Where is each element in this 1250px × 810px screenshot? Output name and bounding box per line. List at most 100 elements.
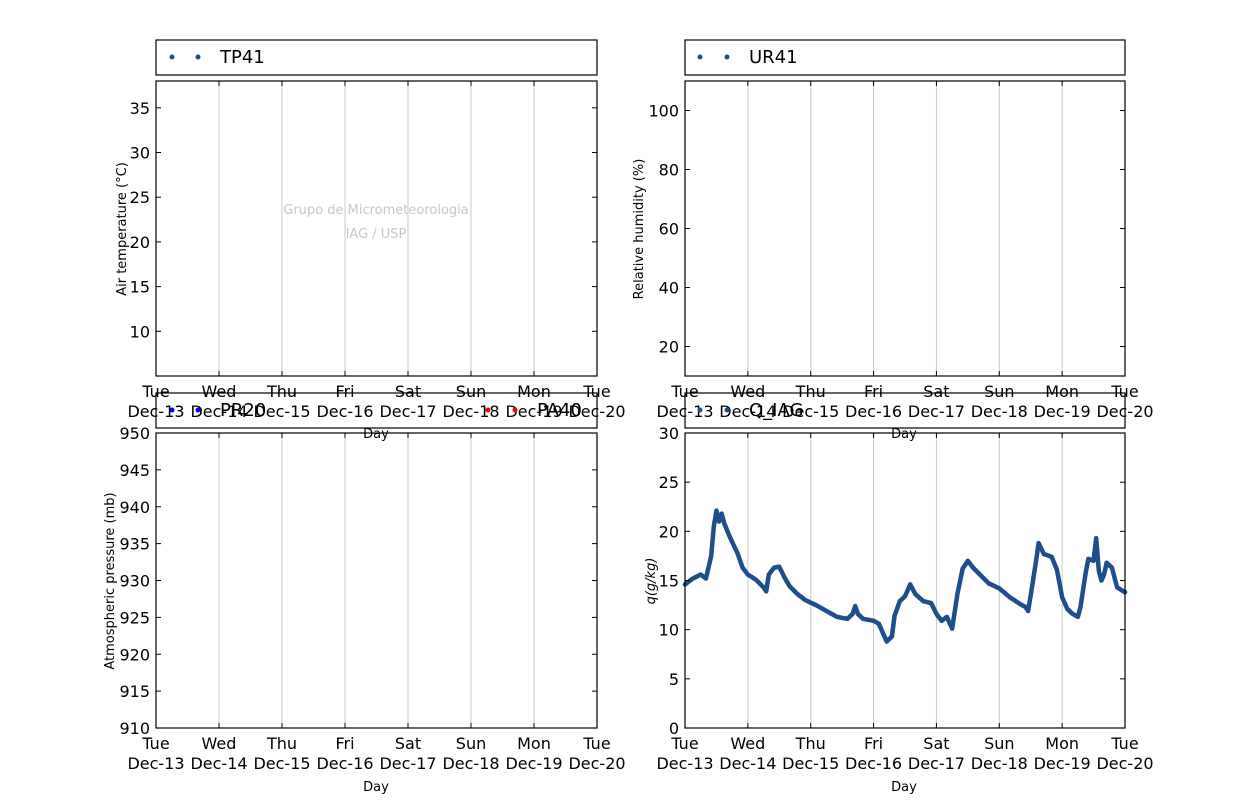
x-tick-date-label: Dec-15 xyxy=(782,402,839,421)
watermark-line-2: IAG / USP xyxy=(346,227,407,242)
x-tick-date-label: Dec-20 xyxy=(568,754,625,773)
x-tick-date-label: Dec-15 xyxy=(253,402,310,421)
y-tick-label: 20 xyxy=(659,338,679,357)
relative-humidity-x-axis-label: Day xyxy=(891,427,917,442)
relative-humidity-y-axis-label: Relative humidity (%) xyxy=(632,159,647,300)
y-tick-label: 15 xyxy=(130,278,150,297)
y-tick-label: 20 xyxy=(659,522,679,541)
y-tick-label: 40 xyxy=(659,279,679,298)
x-tick-date-label: Dec-15 xyxy=(782,754,839,773)
x-tick-date-label: Dec-13 xyxy=(127,754,184,773)
x-tick-day-label: Tue xyxy=(670,382,698,401)
x-tick-day-label: Tue xyxy=(582,734,610,753)
x-tick-day-label: Sun xyxy=(984,382,1014,401)
y-tick-label: 25 xyxy=(659,473,679,492)
x-tick-day-label: Thu xyxy=(795,734,826,753)
x-tick-day-label: Mon xyxy=(517,382,551,401)
specific-humidity-grid xyxy=(747,433,1063,728)
x-tick-day-label: Tue xyxy=(1110,734,1138,753)
air-temperature-plot-frame xyxy=(155,80,598,377)
x-tick-day-label: Sat xyxy=(923,382,949,401)
y-tick-label: 5 xyxy=(669,670,679,689)
tp41-legend-marker xyxy=(195,54,201,60)
y-tick-label: 940 xyxy=(119,498,150,517)
q-iag-legend-label: Q_IAG xyxy=(749,400,803,421)
x-tick-day-label: Tue xyxy=(141,382,169,401)
x-tick-date-label: Dec-14 xyxy=(719,402,776,421)
x-tick-day-label: Sun xyxy=(456,382,486,401)
atmospheric-pressure-y-axis-label: Atmospheric pressure (mb) xyxy=(103,492,118,669)
x-tick-day-label: Sun xyxy=(456,734,486,753)
x-tick-date-label: Dec-16 xyxy=(316,402,373,421)
pa40-legend-marker xyxy=(512,407,518,413)
y-tick-label: 945 xyxy=(119,461,150,480)
x-tick-date-label: Dec-14 xyxy=(190,754,247,773)
pr20-legend-marker xyxy=(169,407,175,413)
y-tick-label: 25 xyxy=(130,188,150,207)
y-tick-label: 930 xyxy=(119,572,150,591)
air-temperature-y-axis-label: Air temperature (°C) xyxy=(115,162,130,296)
x-tick-day-label: Fri xyxy=(864,734,883,753)
specific-humidity-y-ticks: 0 5 10 15 20 25 30 xyxy=(659,424,1125,738)
x-tick-date-label: Dec-17 xyxy=(908,754,965,773)
air-temperature-x-axis-label: Day xyxy=(363,427,389,442)
atmospheric-pressure-y-ticks: 910 915 920 925 930 935 940 945 950 xyxy=(119,424,597,738)
x-tick-day-label: Sun xyxy=(984,734,1014,753)
air-temperature-x-ticks: TueDec-13WedDec-14ThuDec-15FriDec-16SatD… xyxy=(127,81,626,421)
pa40-legend-marker xyxy=(485,407,491,413)
x-tick-day-label: Fri xyxy=(864,382,883,401)
x-tick-day-label: Wed xyxy=(730,382,765,401)
x-tick-date-label: Dec-15 xyxy=(253,754,310,773)
relative-humidity-x-ticks: TueDec-13WedDec-14ThuDec-15FriDec-16SatD… xyxy=(656,81,1154,421)
y-tick-label: 920 xyxy=(119,645,150,664)
air-temperature-y-ticks: 10 15 20 25 30 35 xyxy=(130,99,597,341)
y-tick-label: 10 xyxy=(659,621,679,640)
x-tick-date-label: Dec-18 xyxy=(442,754,499,773)
y-tick-label: 950 xyxy=(119,424,150,443)
x-tick-day-label: Mon xyxy=(1045,382,1079,401)
x-tick-date-label: Dec-16 xyxy=(316,754,373,773)
x-tick-day-label: Mon xyxy=(517,734,551,753)
x-tick-date-label: Dec-19 xyxy=(1034,402,1091,421)
x-tick-date-label: Dec-18 xyxy=(971,402,1028,421)
x-tick-date-label: Dec-18 xyxy=(971,754,1028,773)
pr20-legend-label: PR20 xyxy=(220,400,266,421)
air-temperature-grid xyxy=(218,81,535,376)
y-tick-label: 935 xyxy=(119,535,150,554)
atmospheric-pressure-plot-frame xyxy=(155,432,598,729)
x-tick-date-label: Dec-17 xyxy=(379,754,436,773)
pr20-legend-marker xyxy=(195,407,201,413)
y-tick-label: 15 xyxy=(659,572,679,591)
x-tick-date-label: Dec-19 xyxy=(505,402,562,421)
y-tick-label: 0 xyxy=(669,719,679,738)
x-tick-day-label: Thu xyxy=(266,734,297,753)
y-tick-label: 30 xyxy=(659,424,679,443)
specific-humidity-y-axis-label: q(g/kg) xyxy=(644,558,659,605)
specific-humidity-legend-box xyxy=(684,392,1126,429)
x-tick-day-label: Mon xyxy=(1045,734,1079,753)
y-tick-label: 925 xyxy=(119,608,150,627)
x-tick-day-label: Sat xyxy=(395,734,421,753)
q-iag-legend-marker xyxy=(724,407,730,413)
y-tick-label: 80 xyxy=(659,161,679,180)
y-tick-label: 100 xyxy=(648,102,679,121)
pa40-legend-label: PA40 xyxy=(537,400,582,421)
x-tick-day-label: Tue xyxy=(582,382,610,401)
y-tick-label: 910 xyxy=(119,719,150,738)
x-tick-day-label: Tue xyxy=(670,734,698,753)
x-tick-day-label: Fri xyxy=(335,734,354,753)
x-tick-day-label: Thu xyxy=(266,382,297,401)
y-tick-label: 20 xyxy=(130,233,150,252)
ur41-legend-label: UR41 xyxy=(749,47,798,68)
y-tick-label: 35 xyxy=(130,99,150,118)
x-tick-day-label: Fri xyxy=(335,382,354,401)
x-tick-date-label: Dec-14 xyxy=(190,402,247,421)
tp41-legend-label: TP41 xyxy=(219,47,265,68)
relative-humidity-plot-frame xyxy=(684,80,1126,377)
x-tick-date-label: Dec-17 xyxy=(908,402,965,421)
q-iag-series xyxy=(682,508,1128,644)
